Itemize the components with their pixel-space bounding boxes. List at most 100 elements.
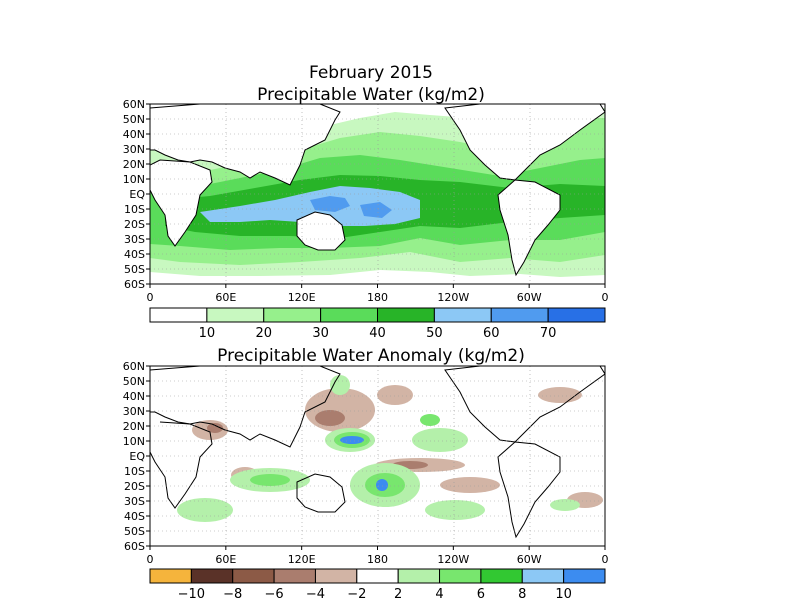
panel2-title: Precipitable Water Anomaly (kg/m2) — [217, 346, 525, 366]
colorbar-swatch — [232, 568, 275, 584]
lat-tick-label: 30S — [124, 495, 145, 508]
lon-tick-label: 180 — [367, 291, 388, 304]
landmass-australia — [296, 473, 346, 513]
colorbar-swatch — [433, 307, 492, 323]
colorbar-label: 40 — [369, 326, 386, 341]
lon-tick-label: 180 — [367, 553, 388, 566]
map-panel-anomaly — [150, 366, 605, 546]
colorbar-swatch — [320, 307, 378, 323]
lon-tick-label: 0 — [147, 553, 154, 566]
lat-tick-label: 20N — [123, 158, 145, 171]
colorbar-swatch — [149, 307, 208, 323]
continent-outlines — [150, 104, 605, 277]
colorbar-label: 10 — [555, 587, 572, 600]
lon-tick-label: 60E — [215, 553, 236, 566]
lon-tick-label: 60E — [215, 291, 236, 304]
lat-tick-label: 50S — [124, 263, 145, 276]
lat-tick-label: 60N — [123, 98, 145, 111]
lat-tick-label: 50N — [123, 113, 145, 126]
lat-tick-label: 40S — [124, 248, 145, 261]
lon-tick-label: 120W — [437, 553, 469, 566]
landmass-south-america — [497, 179, 561, 277]
colorbar-swatch — [206, 307, 265, 323]
lon-tick-label: 0 — [602, 553, 609, 566]
anomaly-strong-positive-patches — [340, 436, 388, 491]
landmass-south-america — [497, 441, 561, 539]
landmass-australia — [296, 211, 346, 251]
lat-tick-label: 20N — [123, 420, 145, 433]
colorbar-swatch — [490, 307, 549, 323]
lat-tick-label: 20S — [124, 480, 145, 493]
lat-tick-label: 10S — [124, 203, 145, 216]
lat-tick-label: 10N — [123, 173, 145, 186]
colorbar-swatch — [190, 568, 234, 584]
lon-tick-label: 120E — [288, 291, 316, 304]
landmass-africa — [150, 421, 213, 509]
lon-tick-label: 60W — [517, 291, 542, 304]
landmass-north-america — [444, 104, 605, 181]
colorbar-swatch — [563, 568, 606, 584]
colorbar-label: 60 — [483, 326, 500, 341]
landmass-africa — [150, 159, 213, 247]
lat-tick-label: 60S — [124, 278, 145, 291]
lat-tick-label: 40N — [123, 390, 145, 403]
colorbar-label: −6 — [265, 587, 284, 600]
colorbar-swatch — [397, 568, 441, 584]
colorbar-label: −2 — [347, 587, 366, 600]
map-panel-precip-water — [150, 104, 605, 284]
lat-tick-label: 60S — [124, 540, 145, 553]
colorbar-precip-water: 10 20 30 40 50 60 70 — [149, 307, 606, 341]
lat-tick-label: 30N — [123, 143, 145, 156]
colorbar-label: −10 — [178, 587, 205, 600]
colorbar-label: 20 — [255, 326, 272, 341]
lon-tick-label: 120W — [437, 291, 469, 304]
colorbar-label: −8 — [223, 587, 242, 600]
colorbar-swatch — [521, 568, 565, 584]
lon-tick-label: 0 — [602, 291, 609, 304]
landmass-north-america — [444, 366, 605, 443]
colorbar-label: 2 — [394, 587, 402, 600]
colorbar-label: 50 — [426, 326, 443, 341]
lat-tick-label: 10S — [124, 465, 145, 478]
colorbar-label: 8 — [518, 587, 526, 600]
colorbar-swatch — [149, 568, 192, 584]
lat-tick-label: 20S — [124, 218, 145, 231]
landmass-europe-asia — [150, 104, 341, 186]
lon-tick-label: 60W — [517, 553, 542, 566]
lat-tick-label: 50N — [123, 375, 145, 388]
colorbar-label: 10 — [199, 326, 216, 341]
contour-fill-60-70 — [310, 196, 392, 218]
main-title: February 2015 — [309, 63, 433, 83]
lat-tick-label: 30N — [123, 405, 145, 418]
landmass-europe-asia — [150, 366, 341, 448]
lat-tick-label: EQ — [129, 450, 145, 463]
lon-tick-label: 0 — [147, 291, 154, 304]
colorbar-swatch — [377, 307, 435, 323]
colorbar-swatch — [439, 568, 482, 584]
lat-tick-label: 40N — [123, 128, 145, 141]
lat-tick-label: 40S — [124, 510, 145, 523]
colorbar-label: 70 — [540, 326, 557, 341]
colorbar-swatch — [314, 568, 358, 584]
colorbar-label: 6 — [477, 587, 485, 600]
colorbar-label: 30 — [312, 326, 329, 341]
colorbar-anomaly: −10 −8 −6 −4 −2 2 4 6 8 10 — [149, 568, 606, 600]
colorbar-label: −4 — [306, 587, 325, 600]
colorbar-swatch — [273, 568, 316, 584]
colorbar-swatch — [547, 307, 606, 323]
colorbar-swatch — [356, 568, 399, 584]
colorbar-swatch — [480, 568, 523, 584]
lat-tick-label: 60N — [123, 360, 145, 373]
continent-outlines — [150, 366, 605, 539]
colorbar-label: 4 — [435, 587, 443, 600]
panel1-title: Precipitable Water (kg/m2) — [257, 85, 485, 105]
lon-tick-label: 120E — [288, 553, 316, 566]
lat-tick-label: 30S — [124, 233, 145, 246]
colorbar-swatch — [263, 307, 322, 323]
lat-tick-label: EQ — [129, 188, 145, 201]
lat-tick-label: 50S — [124, 525, 145, 538]
lat-tick-label: 10N — [123, 435, 145, 448]
